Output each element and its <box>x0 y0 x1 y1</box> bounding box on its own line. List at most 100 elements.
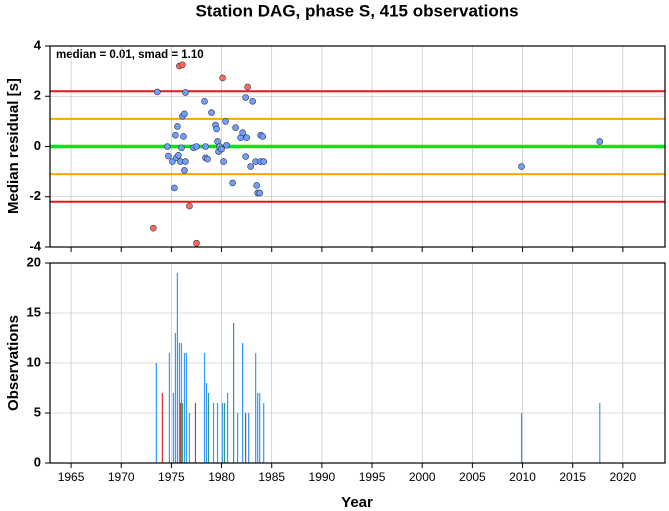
bar <box>221 403 224 463</box>
bar <box>172 393 175 463</box>
bar <box>599 403 601 463</box>
y-tick-label: 20 <box>27 254 41 269</box>
point <box>249 97 256 105</box>
bar <box>226 393 229 463</box>
point <box>596 138 604 145</box>
bar <box>232 323 235 463</box>
x-tick-label: 1985 <box>258 470 285 484</box>
point <box>243 134 250 142</box>
y-tick-label: 2 <box>34 88 41 103</box>
point <box>259 133 266 140</box>
point <box>181 167 188 174</box>
bar <box>205 383 208 463</box>
point <box>202 143 209 150</box>
bar <box>155 363 157 463</box>
y-tick-label: 4 <box>34 37 42 52</box>
point <box>169 158 176 165</box>
y-tick-label: -2 <box>29 188 41 203</box>
point <box>219 74 226 82</box>
point <box>174 123 181 130</box>
bar <box>180 343 183 463</box>
bar <box>194 403 197 463</box>
point <box>182 89 189 96</box>
x-tick-label: 1990 <box>309 470 336 484</box>
bar <box>257 393 259 463</box>
x-axis-label: Year <box>341 494 373 511</box>
bar <box>259 393 261 463</box>
y-axis-label: Median residual [s] <box>5 78 22 214</box>
plot-frame <box>49 45 666 248</box>
bar <box>168 353 170 463</box>
bar <box>161 393 163 463</box>
point <box>518 163 525 170</box>
point <box>204 155 211 163</box>
point <box>150 224 157 232</box>
annotation: median = 0.01, smad = 1.10 <box>56 49 204 61</box>
bar <box>188 413 191 463</box>
bar <box>185 353 188 463</box>
bar <box>520 413 523 463</box>
y-tick-label: 10 <box>27 354 41 369</box>
bar <box>179 403 182 463</box>
x-tick-label: 1995 <box>359 470 386 484</box>
bar <box>216 403 219 463</box>
point <box>175 151 182 159</box>
y-tick-label: 5 <box>34 404 41 419</box>
point <box>179 61 186 69</box>
plot-frame <box>49 262 666 464</box>
y-tick-label: 0 <box>34 138 41 153</box>
point <box>154 88 161 96</box>
point <box>242 94 249 101</box>
x-tick-label: 1965 <box>58 470 85 484</box>
bar <box>223 403 226 463</box>
point <box>178 144 185 152</box>
point <box>213 125 220 133</box>
point <box>182 158 189 165</box>
y-axis-label: Observations <box>5 315 22 411</box>
point <box>172 131 179 139</box>
bar <box>207 393 210 463</box>
bar <box>237 413 239 463</box>
point <box>247 163 254 170</box>
point <box>218 145 225 153</box>
bar <box>245 413 247 463</box>
chart-title: Station DAG, phase S, 415 observations <box>195 1 518 20</box>
point <box>171 184 178 192</box>
y-tick-label: -4 <box>29 238 41 253</box>
x-tick-label: 2010 <box>509 470 536 484</box>
point <box>222 118 229 125</box>
point <box>244 83 251 91</box>
bar <box>242 343 244 463</box>
point <box>260 158 267 165</box>
y-tick-label: 15 <box>27 304 41 319</box>
point <box>229 179 236 187</box>
point <box>256 189 263 197</box>
bar <box>263 403 265 463</box>
bar <box>212 403 215 463</box>
x-tick-label: 1975 <box>158 470 185 484</box>
bar <box>183 353 186 463</box>
bar <box>248 413 250 463</box>
x-tick-label: 2005 <box>459 470 486 484</box>
point <box>220 158 227 165</box>
bar <box>203 353 206 463</box>
bar <box>178 343 181 463</box>
point <box>193 143 200 150</box>
x-tick-label: 2020 <box>610 470 637 484</box>
x-tick-label: 2015 <box>559 470 586 484</box>
point <box>232 124 239 131</box>
x-tick-label: 2000 <box>409 470 436 484</box>
point <box>239 129 246 136</box>
point <box>164 143 171 150</box>
point <box>223 141 230 149</box>
x-tick-label: 1980 <box>208 470 235 484</box>
point <box>181 110 188 118</box>
bar <box>176 273 179 463</box>
point <box>193 239 200 247</box>
bar <box>255 353 257 463</box>
point <box>165 152 172 160</box>
point <box>180 133 187 140</box>
point <box>201 97 208 105</box>
